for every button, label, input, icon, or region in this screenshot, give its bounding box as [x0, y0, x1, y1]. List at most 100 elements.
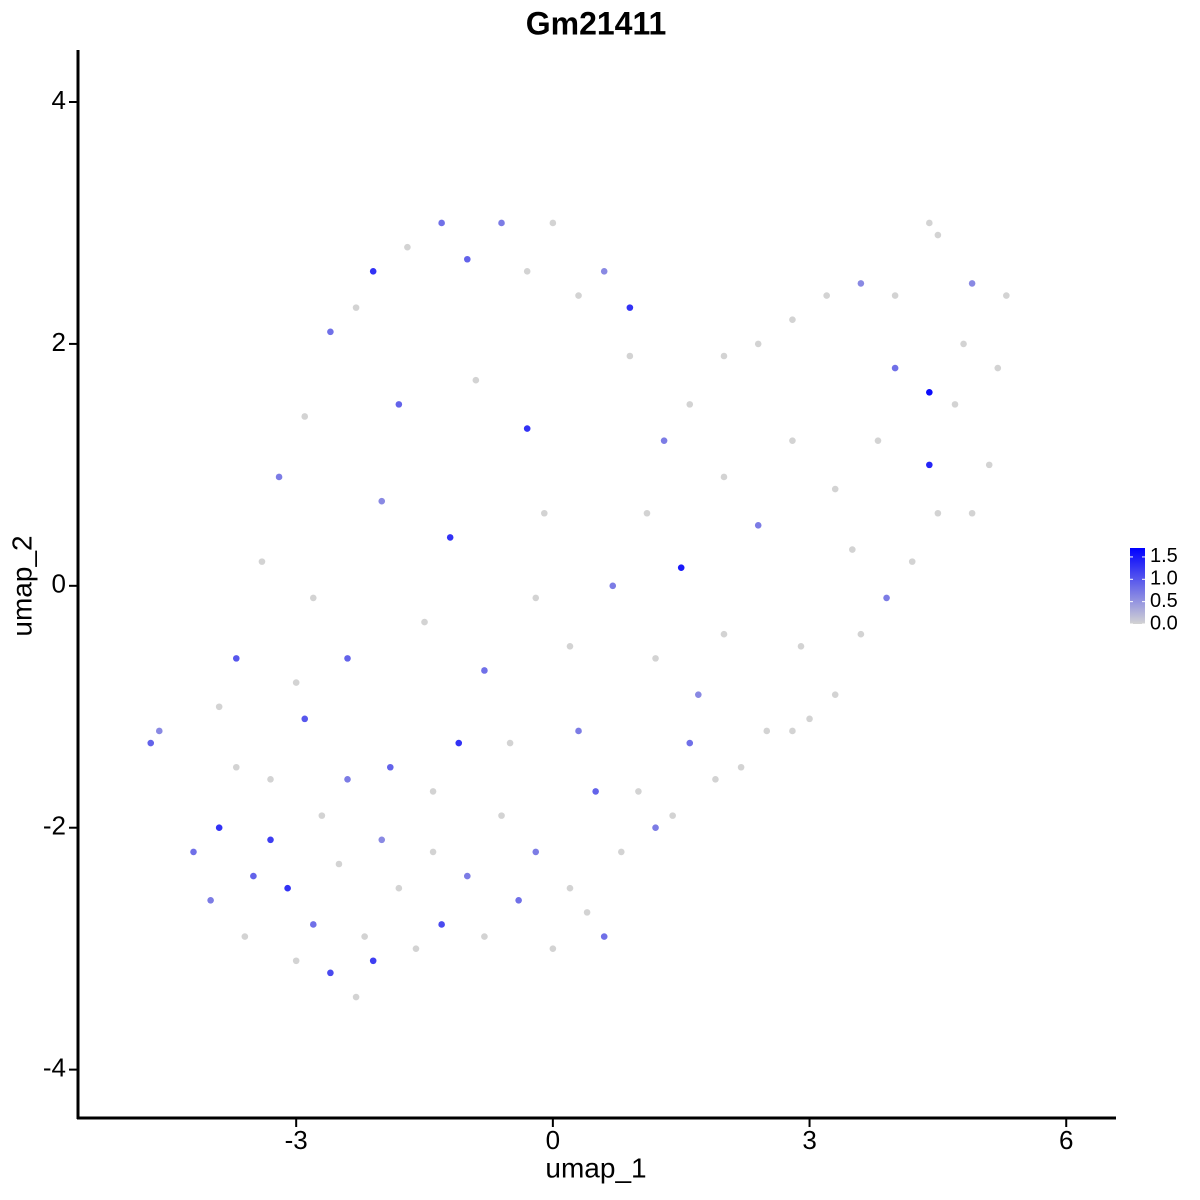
point: [575, 727, 582, 735]
point: [241, 933, 249, 940]
point: [258, 558, 266, 565]
point: [250, 872, 257, 880]
point: [926, 388, 933, 396]
point: [455, 739, 463, 747]
point: [789, 727, 796, 735]
point: [301, 715, 309, 723]
point: [763, 727, 771, 735]
point: [446, 534, 454, 541]
point: [369, 268, 377, 275]
point: [438, 219, 445, 227]
point: [720, 473, 728, 481]
point: [618, 848, 625, 856]
point: [891, 364, 899, 372]
point: [352, 993, 360, 1001]
y-tick-label: 4: [52, 85, 66, 115]
point: [404, 243, 411, 251]
x-tick-label: 6: [1059, 1125, 1073, 1155]
point: [686, 739, 694, 747]
point: [789, 437, 796, 444]
point: [934, 231, 942, 239]
point: [643, 509, 651, 517]
x-axis-title: umap_1: [545, 1152, 646, 1183]
point: [823, 292, 830, 299]
point: [309, 594, 317, 602]
point: [464, 255, 471, 263]
point: [635, 788, 642, 795]
point: [267, 836, 274, 844]
point: [652, 655, 659, 662]
point: [754, 522, 762, 529]
point: [309, 921, 317, 928]
point: [515, 896, 522, 904]
y-tick-label: 2: [52, 327, 66, 357]
point: [438, 921, 445, 928]
y-axis-title: umap_2: [6, 535, 37, 636]
point: [626, 304, 634, 311]
point: [968, 280, 976, 287]
point: [754, 340, 762, 348]
point: [284, 884, 291, 892]
point: [797, 642, 805, 650]
point: [695, 691, 702, 698]
color-tick-label: 0.5: [1150, 590, 1178, 612]
point: [789, 316, 796, 324]
point: [232, 763, 240, 771]
point: [926, 219, 933, 227]
x-tick-label: -3: [285, 1125, 308, 1155]
point: [968, 509, 976, 517]
point: [652, 824, 659, 832]
point: [386, 763, 394, 771]
point: [566, 884, 574, 892]
point: [395, 884, 403, 892]
point: [344, 776, 351, 783]
point: [806, 715, 813, 723]
point: [147, 739, 155, 747]
point: [292, 679, 300, 686]
point: [874, 437, 882, 444]
point: [472, 376, 480, 384]
point: [275, 473, 283, 481]
point: [498, 219, 505, 227]
color-bar: [1130, 548, 1145, 624]
color-tick-label: 1.0: [1150, 568, 1178, 590]
point: [506, 739, 514, 747]
color-tick-label: 1.5: [1150, 545, 1178, 567]
point: [378, 836, 386, 844]
point: [429, 848, 437, 856]
point: [267, 776, 274, 783]
point: [232, 655, 240, 662]
point: [541, 509, 548, 517]
point: [669, 812, 676, 819]
point: [600, 933, 608, 940]
point: [908, 558, 916, 565]
point: [831, 691, 839, 698]
point: [686, 401, 694, 408]
point: [712, 776, 719, 783]
point: [891, 292, 899, 299]
point: [926, 461, 933, 469]
point: [344, 655, 351, 662]
point: [327, 328, 334, 336]
point: [857, 630, 865, 638]
point: [583, 909, 591, 916]
point: [352, 304, 360, 311]
point: [215, 703, 223, 711]
point: [549, 945, 557, 952]
point: [592, 788, 599, 795]
point: [575, 292, 582, 299]
color-tick-label: 0.0: [1150, 612, 1178, 634]
point: [327, 969, 334, 977]
point: [318, 812, 326, 819]
point: [720, 630, 728, 638]
point: [626, 352, 634, 360]
point: [378, 497, 386, 505]
point: [566, 642, 574, 650]
point: [412, 945, 420, 952]
point: [498, 812, 505, 819]
y-tick-label: 0: [52, 569, 66, 599]
point: [720, 352, 728, 360]
point: [549, 219, 557, 227]
point: [523, 425, 531, 432]
